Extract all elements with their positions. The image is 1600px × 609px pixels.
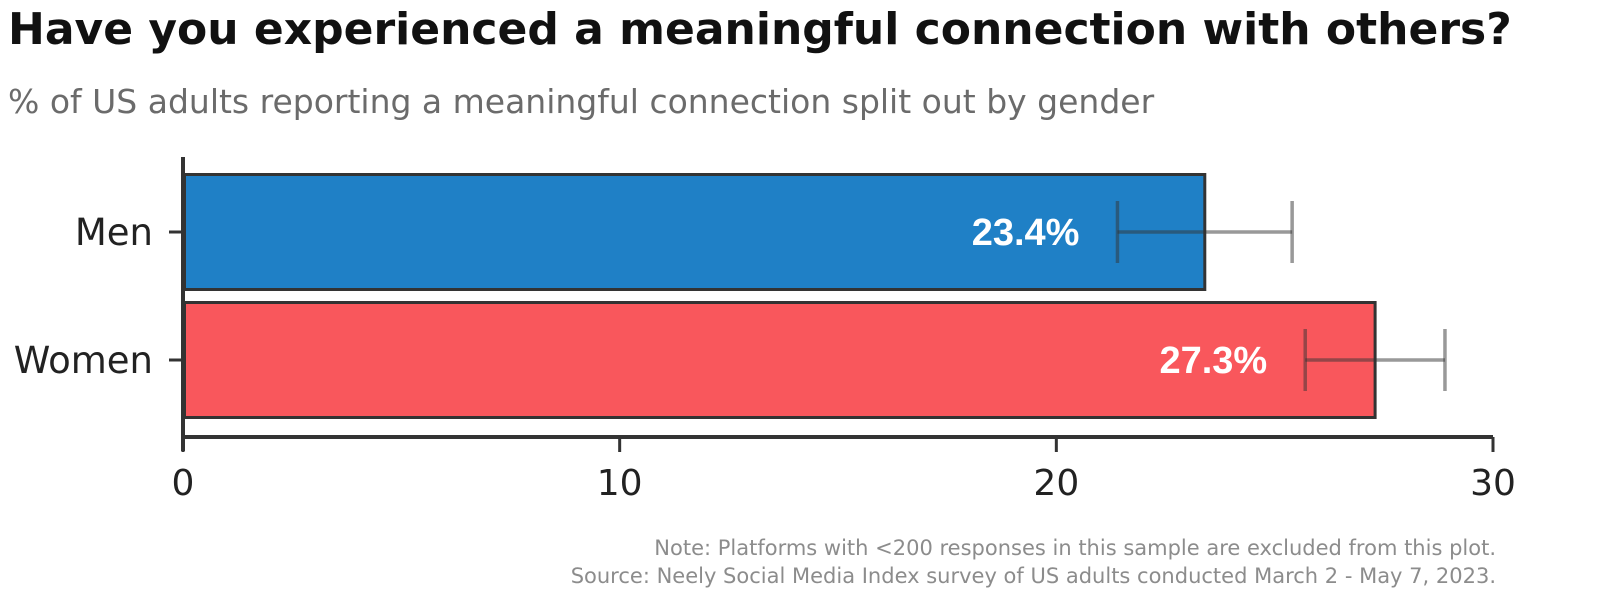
value-label-women: 27.3% (1159, 340, 1267, 382)
category-label-women: Women (14, 339, 153, 382)
error-bar-women (1303, 329, 1447, 391)
chart-title: Have you experienced a meaningful connec… (8, 4, 1512, 55)
category-label-men: Men (75, 211, 153, 254)
x-tick-label: 10 (597, 463, 643, 504)
chart-notes: Note: Platforms with <200 responses in t… (571, 534, 1496, 590)
chart-subtitle: % of US adults reporting a meaningful co… (8, 82, 1155, 121)
x-tick-label: 20 (1033, 463, 1079, 504)
note-text: Note: Platforms with <200 responses in t… (654, 536, 1496, 560)
x-tick-label: 0 (172, 463, 195, 504)
value-label-men: 23.4% (972, 212, 1080, 254)
error-bar-men (1115, 201, 1294, 263)
bar-men (183, 173, 1207, 291)
x-tick-label: 30 (1470, 463, 1516, 504)
source-text: Source: Neely Social Media Index survey … (570, 564, 1496, 588)
